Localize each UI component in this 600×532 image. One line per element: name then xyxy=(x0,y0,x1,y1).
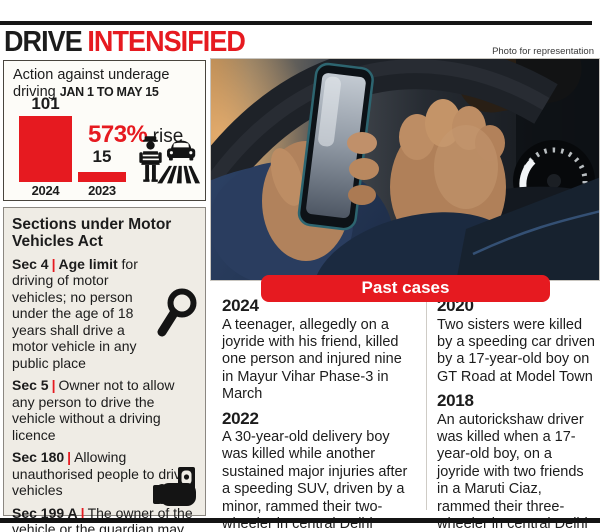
stats-box: Action against underage driving JAN 1 TO… xyxy=(3,60,206,201)
case-text: An autorickshaw driver was killed when a… xyxy=(437,411,588,532)
rise-stat: 573% rise xyxy=(88,121,183,149)
case-text: A teenager, allegedly on a joyride with … xyxy=(222,316,402,403)
bar-year-2023: 2023 xyxy=(88,183,116,198)
case-year: 2024 xyxy=(222,296,259,315)
case-year: 2018 xyxy=(437,391,474,411)
jeans-shape xyxy=(456,177,599,280)
stats-heading: Action against underage driving JAN 1 TO… xyxy=(13,67,203,101)
past-cases-badge: Past cases xyxy=(261,275,550,302)
rise-value: 573% xyxy=(88,121,148,148)
sections-panel: Sections under Motor Vehicles Act Sec 4 |… xyxy=(3,207,206,532)
section-text: for driving of motor vehicles; no person… xyxy=(12,255,138,371)
section-text: The owner of the vehicle or the guardian… xyxy=(12,504,193,532)
case-column-left: 2024 A teenager, allegedly on a joyride … xyxy=(222,291,416,532)
column-divider xyxy=(426,292,427,510)
bottom-rule xyxy=(0,518,600,523)
section-label: Sec 180 xyxy=(12,449,65,466)
section-item-sec4: Sec 4 | Age limit for driving of motor veh… xyxy=(12,256,197,372)
section-item-sec199a: Sec 199 A | The owner of the vehicle or th… xyxy=(12,505,197,532)
fingers-on-phone xyxy=(347,132,379,205)
bar-2023 xyxy=(78,172,126,182)
section-item-sec5: Sec 5 | Owner not to allow any person to d… xyxy=(12,377,197,443)
fist-holding-banknote-icon xyxy=(153,467,196,506)
section-label: Sec 5 xyxy=(12,377,49,394)
police-officer-and-car-icon xyxy=(139,136,201,184)
section-text: Allowing unauthorised people to drive ve… xyxy=(12,449,189,499)
bar-year-2024: 2024 xyxy=(31,183,60,198)
section-item-sec180: Sec 180 | Allowing unauthorised people to … xyxy=(12,449,197,499)
section-lead: Age limit xyxy=(58,255,118,272)
case-year: 2022 xyxy=(222,408,259,428)
sections-heading: Sections under Motor Vehicles Act xyxy=(12,216,172,251)
bar-value-2024: 101 xyxy=(31,94,60,113)
photo-credit: Photo for representation xyxy=(492,46,594,57)
headline-black: DRIVE xyxy=(4,26,83,58)
case-text: A 30-year-old delivery boy was killed wh… xyxy=(222,429,408,532)
headline-red: INTENSIFIED xyxy=(87,26,246,58)
stats-heading-dates: JAN 1 TO MAY 15 xyxy=(59,85,159,100)
pipe-separator: | xyxy=(80,504,85,521)
stats-heading-text: Action against underage driving xyxy=(13,67,170,101)
bar-value-2023: 15 xyxy=(92,147,112,166)
page-title: DRIVE INTENSIFIED xyxy=(4,26,246,59)
pipe-separator: | xyxy=(51,377,56,394)
case-text: Two sisters were killed by a speeding ca… xyxy=(437,316,595,385)
top-rule xyxy=(0,21,592,25)
pipe-separator: | xyxy=(51,255,56,272)
section-label: Sec 4 xyxy=(12,255,49,272)
section-label: Sec 199 A xyxy=(12,504,78,521)
bar-2024 xyxy=(19,116,72,182)
photo-driver-with-phone xyxy=(210,58,600,281)
magnifier-icon xyxy=(155,286,201,342)
pipe-separator: | xyxy=(67,449,72,466)
case-column-right: 2020 Two sisters were killed by a speedi… xyxy=(437,291,597,532)
section-text: Owner not to allow any person to drive t… xyxy=(12,377,175,443)
